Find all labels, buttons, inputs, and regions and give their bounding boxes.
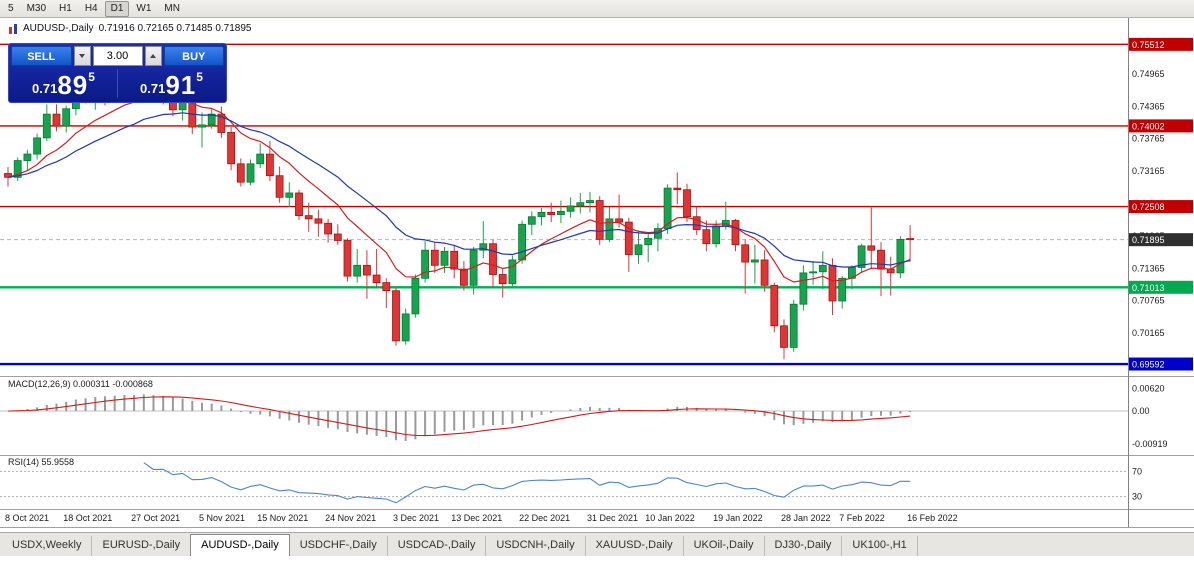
price-divider <box>117 69 118 98</box>
arrow-up-icon <box>150 51 156 58</box>
timeframe-button-5[interactable]: 5 <box>8 2 14 14</box>
timeframe-button-w1[interactable]: W1 <box>136 2 152 14</box>
svg-text:0.73765: 0.73765 <box>1132 134 1165 144</box>
svg-text:0.71013: 0.71013 <box>1132 283 1165 293</box>
svg-text:0.70165: 0.70165 <box>1132 328 1165 338</box>
svg-text:0.69592: 0.69592 <box>1132 360 1165 370</box>
svg-text:27 Oct 2021: 27 Oct 2021 <box>131 513 180 523</box>
sell-price-sup: 5 <box>88 70 95 84</box>
svg-text:5 Nov 2021: 5 Nov 2021 <box>199 513 245 523</box>
svg-text:3 Dec 2021: 3 Dec 2021 <box>393 513 439 523</box>
svg-text:-0.00919: -0.00919 <box>1132 439 1168 449</box>
buy-price-display: 0.71 91 5 <box>119 67 224 100</box>
svg-text:0.75512: 0.75512 <box>1132 40 1165 50</box>
chart-tab-bar: USDX,Weekly EURUSD-,Daily AUDUSD-,Daily USD… <box>0 532 1194 556</box>
svg-text:30: 30 <box>1132 492 1142 502</box>
chart-tab-usdchf-daily[interactable]: USDCHF-,Daily <box>290 536 388 556</box>
volume-decrease-button[interactable] <box>73 46 91 66</box>
buy-price-small: 0.71 <box>140 81 166 96</box>
svg-text:19 Jan 2022: 19 Jan 2022 <box>713 513 763 523</box>
chart-tab-eurusd-daily[interactable]: EURUSD-,Daily <box>92 536 192 556</box>
svg-text:10 Jan 2022: 10 Jan 2022 <box>645 513 695 523</box>
svg-text:0.72508: 0.72508 <box>1132 202 1165 212</box>
chart-tab-ukoil-daily[interactable]: UKOil-,Daily <box>684 536 765 556</box>
svg-text:0.71365: 0.71365 <box>1132 263 1165 273</box>
volume-input[interactable] <box>92 46 143 66</box>
svg-text:0.74365: 0.74365 <box>1132 101 1165 111</box>
price-axis[interactable] <box>1129 17 1194 527</box>
timeframe-button-m30[interactable]: M30 <box>26 2 47 14</box>
buy-button[interactable]: BUY <box>163 46 224 66</box>
buy-price-sup: 5 <box>196 70 203 84</box>
svg-text:70: 70 <box>1132 466 1142 476</box>
svg-text:0.73165: 0.73165 <box>1132 166 1165 176</box>
sell-price-big: 89 <box>57 70 89 100</box>
timeframe-button-d1[interactable]: D1 <box>104 0 130 17</box>
chart-ohlc-values: 0.71916 0.72165 0.71485 0.71895 <box>98 23 252 34</box>
svg-text:13 Dec 2021: 13 Dec 2021 <box>451 513 502 523</box>
sell-price-display: 0.71 89 5 <box>11 67 116 100</box>
timeframe-button-h1[interactable]: H1 <box>59 2 72 14</box>
arrow-down-icon <box>79 54 85 61</box>
chart-tab-audusd-daily[interactable]: AUDUSD-,Daily <box>190 534 290 556</box>
svg-text:0.71895: 0.71895 <box>1132 235 1165 245</box>
chart-tab-usdx-weekly[interactable]: USDX,Weekly <box>2 536 93 556</box>
svg-text:22 Dec 2021: 22 Dec 2021 <box>519 513 570 523</box>
timeframe-button-h4[interactable]: H4 <box>84 2 98 14</box>
chart-tab-xauusd-daily[interactable]: XAUUSD-,Daily <box>586 536 684 556</box>
svg-text:0.74002: 0.74002 <box>1132 121 1165 131</box>
svg-text:0.70765: 0.70765 <box>1132 296 1165 306</box>
svg-text:8 Oct 2021: 8 Oct 2021 <box>5 513 49 523</box>
sell-button[interactable]: SELL <box>11 46 72 66</box>
macd-label: MACD(12,26,9) 0.000311 -0.000868 <box>8 379 153 389</box>
chart-title: AUDUSD-,Daily 0.71916 0.72165 0.71485 0.… <box>8 23 252 34</box>
svg-text:0.00620: 0.00620 <box>1132 384 1165 394</box>
volume-increase-button[interactable] <box>144 46 162 66</box>
buy-price-big: 91 <box>165 70 197 100</box>
svg-text:18 Oct 2021: 18 Oct 2021 <box>63 513 112 523</box>
svg-text:28 Jan 2022: 28 Jan 2022 <box>781 513 831 523</box>
chart-tab-dj30-daily[interactable]: DJ30-,Daily <box>765 536 843 556</box>
chart-symbol-label: AUDUSD-,Daily <box>23 23 94 34</box>
time-axis[interactable] <box>0 510 1128 527</box>
rsi-label: RSI(14) 55.9558 <box>8 457 75 467</box>
chart-type-icon <box>8 23 18 34</box>
svg-text:24 Nov 2021: 24 Nov 2021 <box>325 513 376 523</box>
chart-tab-uk100-h1[interactable]: UK100-,H1 <box>842 536 918 556</box>
svg-text:31 Dec 2021: 31 Dec 2021 <box>587 513 638 523</box>
svg-text:16 Feb 2022: 16 Feb 2022 <box>907 513 958 523</box>
one-click-trading-panel: SELL BUY 0.71 89 5 0.71 91 5 <box>8 43 227 103</box>
chart-tab-usdcad-daily[interactable]: USDCAD-,Daily <box>388 536 487 556</box>
svg-text:7 Feb 2022: 7 Feb 2022 <box>839 513 885 523</box>
svg-text:15 Nov 2021: 15 Nov 2021 <box>257 513 308 523</box>
chart-tab-usdcnh-daily[interactable]: USDCNH-,Daily <box>486 536 586 556</box>
svg-text:0.00: 0.00 <box>1132 406 1150 416</box>
svg-text:0.74965: 0.74965 <box>1132 69 1165 79</box>
sell-price-small: 0.71 <box>32 81 58 96</box>
timeframe-button-mn[interactable]: MN <box>164 2 180 14</box>
timeframe-toolbar: 5 M30 H1 H4 D1 W1 MN <box>0 0 1194 18</box>
